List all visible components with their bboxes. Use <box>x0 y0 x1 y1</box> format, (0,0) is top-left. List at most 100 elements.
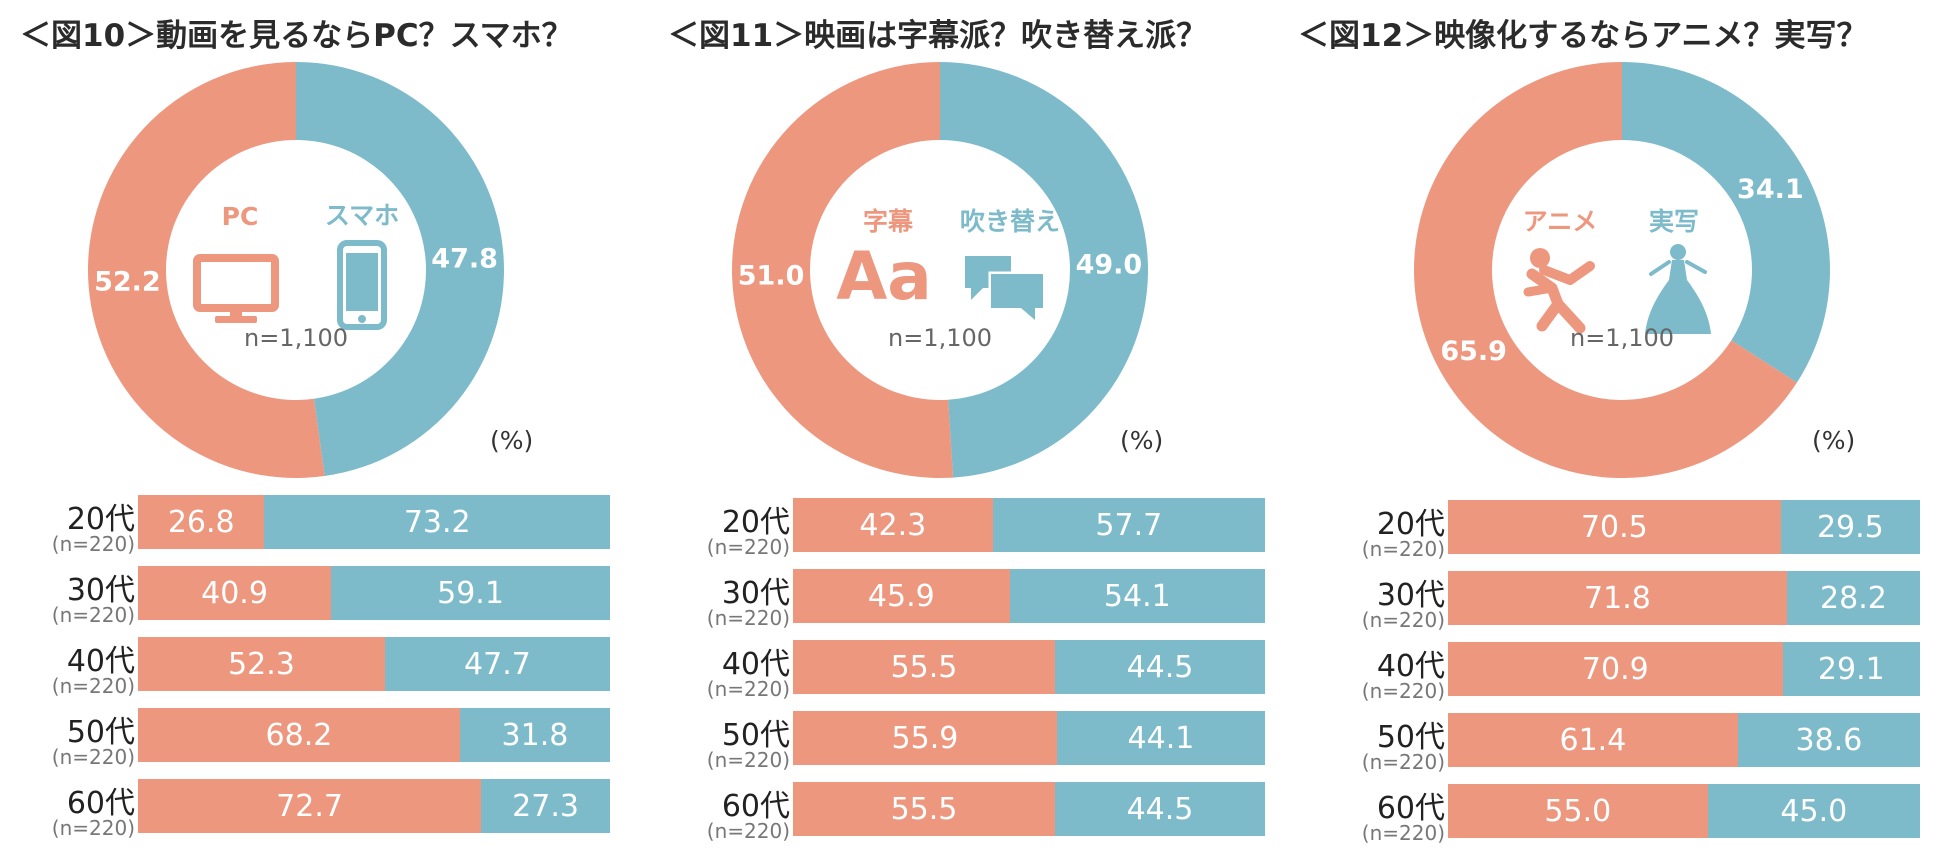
speech-bubbles-icon <box>965 256 1045 322</box>
bar-value-label: 44.5 <box>1126 791 1194 827</box>
bar-segment-right: 73.2 <box>264 495 610 549</box>
stacked-bar: 68.2 31.8 <box>138 708 610 762</box>
bar-value-label: 28.2 <box>1820 580 1887 616</box>
age-sample-size: (n=220) <box>51 603 135 627</box>
donut-slice-left <box>88 62 325 478</box>
age-group-label: 40代 <box>66 644 135 679</box>
bar-value-label: 72.7 <box>276 788 343 824</box>
bar-value-label: 71.8 <box>1584 580 1651 616</box>
age-sample-size: (n=220) <box>51 674 135 698</box>
sample-size: n=1,100 <box>1569 324 1675 352</box>
bar-value-label: 54.1 <box>1103 578 1171 614</box>
stacked-bar: 61.4 38.6 <box>1448 713 1920 767</box>
bar-segment-left: 52.3 <box>138 637 385 691</box>
bar-value-label: 47.7 <box>464 646 531 682</box>
percent-unit: (%) <box>1812 426 1856 455</box>
bar-row: 50代 (n=220) 55.9 44.1 <box>655 708 1295 778</box>
bar-value-label: 61.4 <box>1559 722 1627 758</box>
left-category-label: PC <box>221 202 259 231</box>
bar-value-label: 40.9 <box>201 575 268 611</box>
bar-row: 30代 (n=220) 45.9 54.1 <box>655 566 1295 636</box>
bar-row: 20代 (n=220) 42.3 57.7 <box>655 495 1295 565</box>
bar-value-label: 31.8 <box>501 717 569 753</box>
bar-row: 30代 (n=220) 71.8 28.2 <box>1310 568 1950 638</box>
stacked-bar: 26.8 73.2 <box>138 495 610 549</box>
donut-slice-right <box>940 62 1149 478</box>
age-group-label: 30代 <box>1376 578 1445 613</box>
age-sample-size: (n=220) <box>51 745 135 769</box>
donut-label-right: 49.0 <box>1076 250 1143 281</box>
bar-value-label: 55.9 <box>891 720 959 756</box>
text-aa-icon: Aa <box>836 238 932 315</box>
age-sample-size: (n=220) <box>1361 750 1445 774</box>
age-group-label: 50代 <box>66 715 135 750</box>
donut-label-right: 34.1 <box>1737 174 1804 205</box>
bar-segment-right: 31.8 <box>459 708 610 762</box>
left-category-label: アニメ <box>1522 207 1598 236</box>
age-sample-size: (n=220) <box>706 606 790 630</box>
bar-value-label: 52.3 <box>228 646 295 682</box>
age-sample-size: (n=220) <box>706 677 790 701</box>
monitor-icon <box>193 254 279 323</box>
bar-segment-left: 55.5 <box>793 782 1055 836</box>
age-group-label: 50代 <box>721 718 790 753</box>
donut-label-right: 47.8 <box>431 243 498 274</box>
bar-segment-left: 42.3 <box>793 498 993 552</box>
stacked-bar: 55.0 45.0 <box>1448 784 1920 838</box>
bar-row: 40代 (n=220) 70.9 29.1 <box>1310 639 1950 709</box>
bar-row: 50代 (n=220) 61.4 38.6 <box>1310 710 1950 780</box>
stacked-bar: 55.5 44.5 <box>793 782 1265 836</box>
bar-segment-left: 55.5 <box>793 640 1055 694</box>
bar-segment-left: 70.5 <box>1448 500 1781 554</box>
stacked-bar: 45.9 54.1 <box>793 569 1265 623</box>
percent-unit: (%) <box>490 426 534 455</box>
bar-row: 20代 (n=220) 70.5 29.5 <box>1310 497 1950 567</box>
bar-value-label: 68.2 <box>265 717 333 753</box>
smartphone-icon <box>337 240 387 330</box>
bar-segment-right: 29.5 <box>1780 500 1920 554</box>
percent-unit: (%) <box>1120 426 1164 455</box>
bar-value-label: 55.5 <box>890 649 958 685</box>
bar-segment-left: 71.8 <box>1448 571 1787 625</box>
donut-chart: 34.1 65.9 <box>1414 62 1830 478</box>
age-sample-size: (n=220) <box>706 748 790 772</box>
bar-segment-right: 44.5 <box>1054 782 1265 836</box>
donut-slice-left <box>1414 62 1797 478</box>
stacked-bar: 55.5 44.5 <box>793 640 1265 694</box>
bar-value-label: 55.0 <box>1544 793 1612 829</box>
age-sample-size: (n=220) <box>1361 608 1445 632</box>
bar-segment-right: 54.1 <box>1009 569 1265 623</box>
panel-subtitles-vs-dubbed: ＜図11＞映画は字幕派？吹き替え派？ 49.0 51.0 字幕 吹き替え Aa n… <box>650 0 1300 857</box>
donut-center: 字幕 吹き替え Aa n=1,100 <box>810 140 1070 400</box>
sample-size: n=1,100 <box>887 324 993 352</box>
bar-value-label: 44.1 <box>1127 720 1195 756</box>
bar-row: 20代 (n=220) 26.8 73.2 <box>0 492 640 562</box>
donut-slice-left <box>732 62 954 478</box>
bar-segment-right: 59.1 <box>331 566 610 620</box>
bar-segment-left: 40.9 <box>138 566 332 620</box>
bar-row: 30代 (n=220) 40.9 59.1 <box>0 563 640 633</box>
bar-row: 40代 (n=220) 55.5 44.5 <box>655 637 1295 707</box>
bar-segment-right: 38.6 <box>1737 713 1920 767</box>
panel-anime-vs-liveaction: ＜図12＞映像化するならアニメ？実写？ 34.1 65.9 アニメ 実写 n=1,… <box>1298 0 1950 857</box>
bar-row: 60代 (n=220) 55.5 44.5 <box>655 779 1295 849</box>
donut-chart: 49.0 51.0 <box>732 62 1149 478</box>
right-category-label: 吹き替え <box>959 207 1061 236</box>
donut-chart: 47.8 52.2 <box>88 62 505 478</box>
age-group-label: 50代 <box>1376 720 1445 755</box>
donut-label-left: 51.0 <box>738 260 805 291</box>
bar-value-label: 38.6 <box>1795 722 1863 758</box>
age-sample-size: (n=220) <box>706 535 790 559</box>
bar-segment-right: 45.0 <box>1707 784 1920 838</box>
age-sample-size: (n=220) <box>706 819 790 843</box>
sample-size: n=1,100 <box>243 324 349 352</box>
age-sample-size: (n=220) <box>1361 821 1445 845</box>
age-group-label: 60代 <box>66 786 135 821</box>
age-sample-size: (n=220) <box>51 816 135 840</box>
right-category-label: 実写 <box>1648 207 1700 236</box>
bar-value-label: 44.5 <box>1126 649 1194 685</box>
age-group-label: 20代 <box>1376 507 1445 542</box>
stacked-bar: 70.9 29.1 <box>1448 642 1920 696</box>
bar-segment-right: 47.7 <box>384 637 610 691</box>
